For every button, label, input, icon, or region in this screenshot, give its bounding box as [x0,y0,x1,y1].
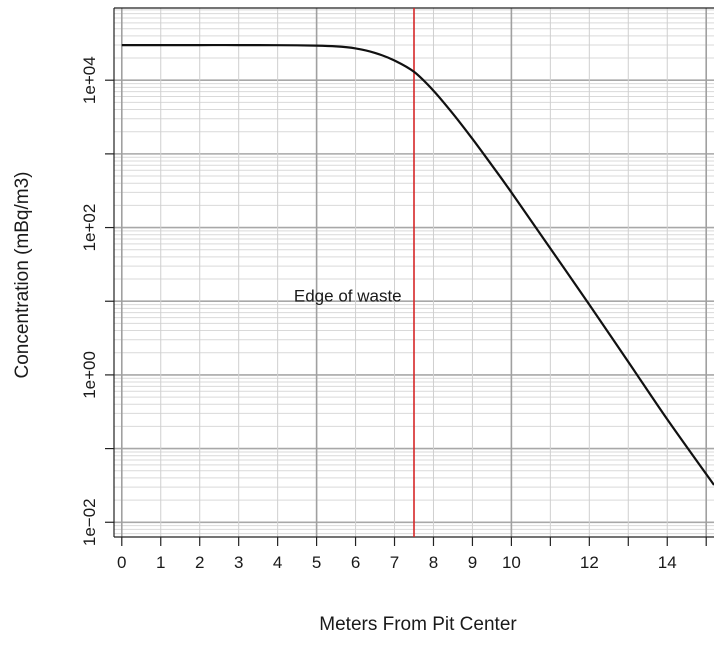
x-axis-label: Meters From Pit Center [319,614,517,635]
y-tick-label: 1e−02 [80,498,99,546]
x-tick-label: 7 [390,553,399,572]
y-axis-label: Concentration (mBq/m3) [12,172,33,379]
y-tick-label: 1e+04 [80,56,99,104]
x-tick-label: 1 [156,553,165,572]
annotation-edge-of-waste: Edge of waste [294,286,402,305]
x-tick-label: 10 [502,553,521,572]
x-tick-label: 9 [468,553,477,572]
x-tick-label: 5 [312,553,321,572]
y-tick-label: 1e+02 [80,204,99,252]
x-tick-label: 8 [429,553,438,572]
x-tick-label: 4 [273,553,282,572]
y-tick-label: 1e+00 [80,351,99,399]
x-tick-label: 14 [658,553,677,572]
x-tick-label: 12 [580,553,599,572]
series-layer [121,8,714,537]
x-tick-label: 3 [234,553,243,572]
annotation-layer: Edge of waste [294,286,402,305]
concentration-series-line [121,43,714,486]
x-tick-label: 2 [195,553,204,572]
x-tick-label: 0 [117,553,126,572]
x-tick-label: 6 [351,553,360,572]
